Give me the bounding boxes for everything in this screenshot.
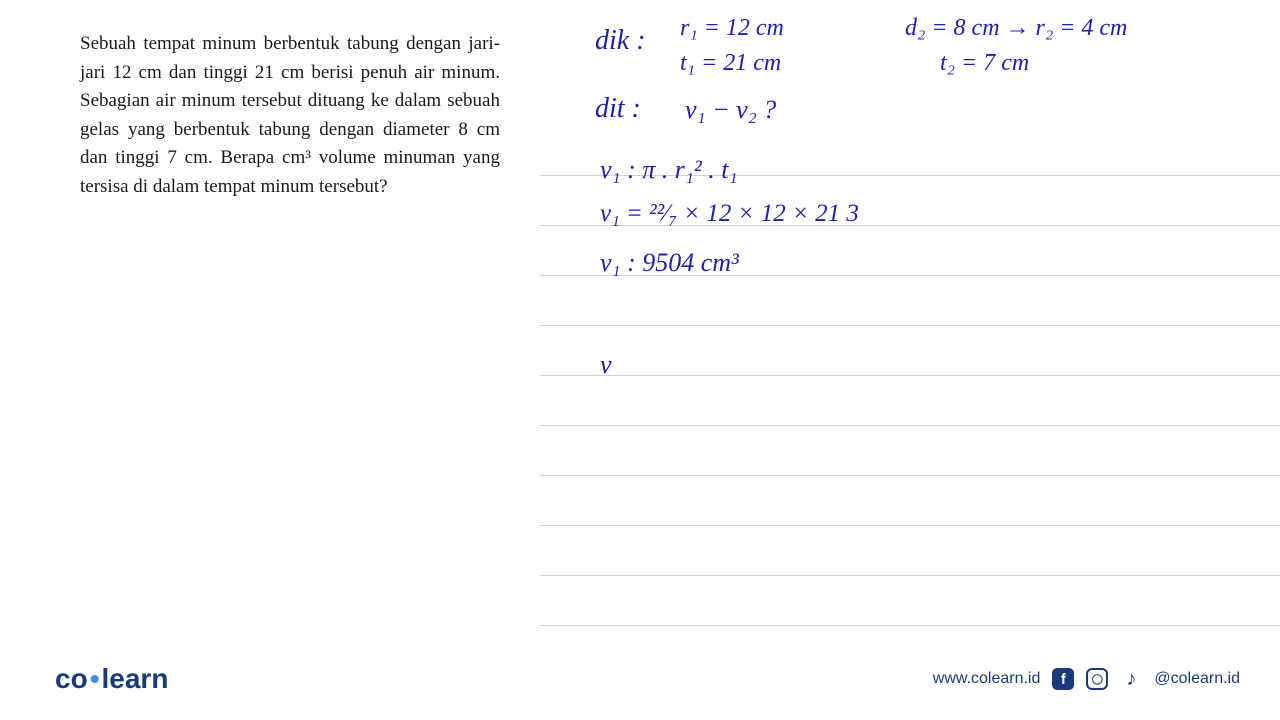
ruled-line [540,625,1280,626]
ruled-line [540,325,1280,326]
problem-statement: Sebuah tempat minum berbentuk tabung den… [80,30,500,201]
brand-logo: co•learn [55,663,168,695]
ruled-line [540,425,1280,426]
hw-dit-label: dit : [595,93,641,125]
footer-url: www.colearn.id [933,670,1041,688]
footer-handle: @colearn.id [1154,670,1240,688]
logo-post: learn [102,663,169,694]
hw-result-v1: v₁ : 9504 cm³ [600,248,739,278]
tiktok-icon: ♪ [1120,668,1142,690]
instagram-icon: ◯ [1086,668,1108,690]
hw-dik-label: dik : [595,25,646,57]
logo-pre: co [55,663,88,694]
footer: co•learn www.colearn.id f ◯ ♪ @colearn.i… [0,660,1280,700]
hw-d2: d₂ = 8 cm → r₂ = 4 cm [905,15,1127,42]
facebook-icon: f [1052,668,1074,690]
hw-t2: t₂ = 7 cm [940,50,1029,77]
hw-t1: t₁ = 21 cm [680,50,781,77]
ruled-line [540,575,1280,576]
footer-right: www.colearn.id f ◯ ♪ @colearn.id [933,668,1240,690]
hw-question: v₁ − v₂ ? [685,95,776,125]
ruled-line [540,375,1280,376]
hw-r1: r₁ = 12 cm [680,15,784,42]
ruled-line [540,525,1280,526]
ruled-line [540,475,1280,476]
hw-v-partial: v [600,350,612,380]
logo-dot: • [90,663,100,694]
hw-calc-v1: v₁ = ²²⁄₇ × 12 × 12 × 21 3 [600,200,859,228]
hw-formula-v1: v₁ : π . r₁² . t₁ [600,155,737,185]
